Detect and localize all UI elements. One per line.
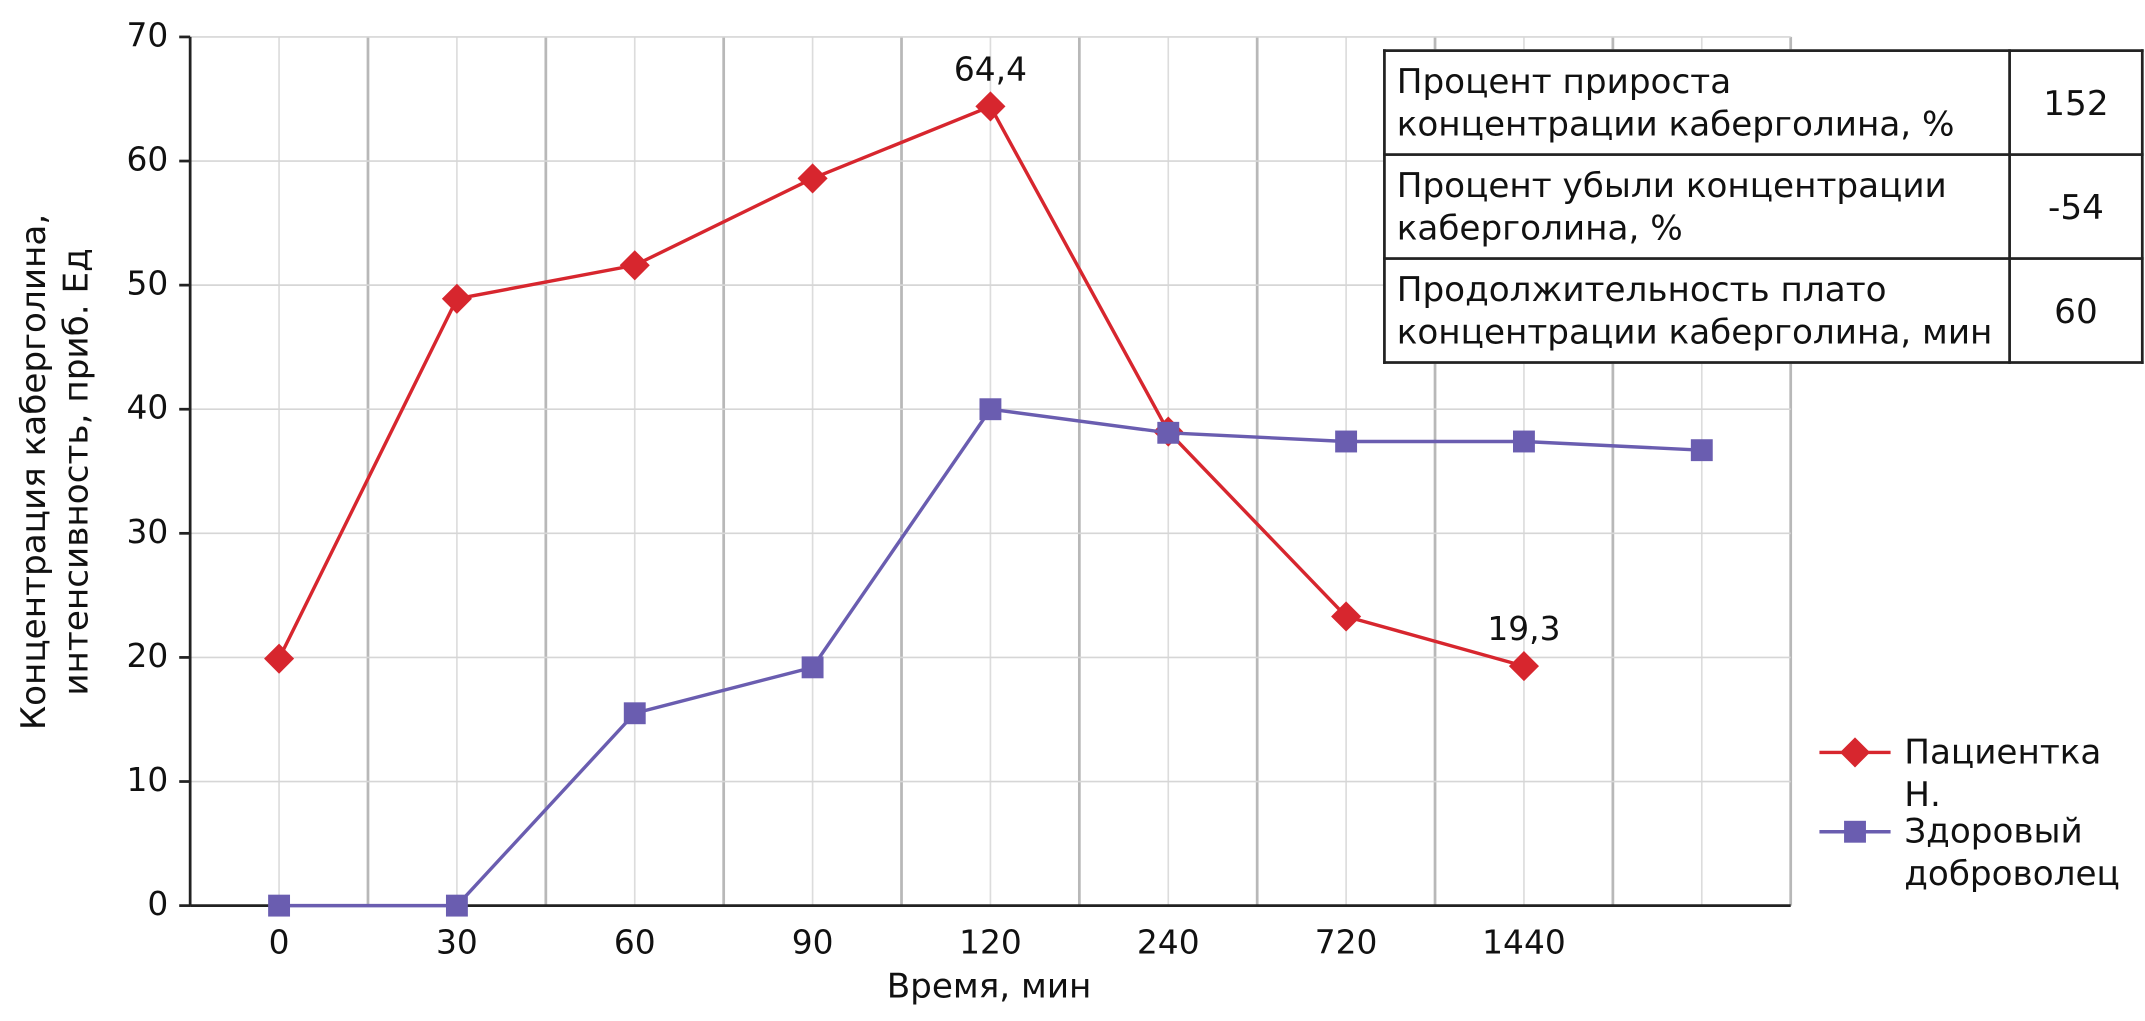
marker — [975, 91, 1006, 122]
marker — [441, 283, 472, 314]
legend-label: Пациентка Н. — [1904, 731, 2102, 814]
marker — [264, 643, 295, 674]
marker — [445, 894, 468, 917]
data-label: 64,4 — [954, 50, 1027, 88]
marker — [1690, 439, 1713, 462]
table-label: Продолжительность плато концентрации каб… — [1383, 257, 2011, 364]
marker — [797, 163, 828, 194]
data-label: 19,3 — [1487, 610, 1560, 648]
y-tick-label: 30 — [126, 513, 168, 551]
series-line — [277, 104, 1525, 668]
marker — [619, 250, 650, 281]
table-row: Процент прироста концентрации каберголин… — [1383, 49, 2144, 156]
table-value: -54 — [2008, 153, 2144, 260]
marker — [268, 894, 291, 917]
x-tick-label: 60 — [614, 923, 656, 961]
x-tick-label: 0 — [269, 923, 290, 961]
x-tick-label: 1440 — [1482, 923, 1566, 961]
table-label: Процент убыли концентрации каберголина, … — [1383, 153, 2011, 260]
marker — [1157, 421, 1180, 444]
summary-table: Процент прироста концентрации каберголин… — [1383, 49, 2144, 364]
marker — [801, 656, 824, 679]
x-tick-label: 120 — [959, 923, 1022, 961]
table-value: 60 — [2008, 257, 2144, 364]
table-row: Процент убыли концентрации каберголина, … — [1383, 153, 2144, 260]
marker — [623, 702, 646, 725]
x-tick-label: 30 — [436, 923, 478, 961]
y-tick-label: 10 — [126, 761, 168, 799]
table-value: 152 — [2008, 49, 2144, 156]
marker — [1335, 430, 1358, 453]
marker — [1508, 651, 1539, 682]
x-tick-label: 90 — [792, 923, 834, 961]
y-tick-label: 70 — [126, 16, 168, 54]
y-tick-label: 20 — [126, 637, 168, 675]
marker — [979, 398, 1002, 421]
x-tick-label: 240 — [1137, 923, 1200, 961]
x-axis-label: Время, мин — [886, 965, 1092, 1006]
y-axis-label: Концентрация каберголина, интенсивность,… — [13, 213, 96, 731]
table-label: Процент прироста концентрации каберголин… — [1383, 49, 2011, 156]
legend-label: Здоровый доброволец — [1904, 811, 2120, 894]
marker — [1331, 601, 1362, 632]
y-tick-label: 0 — [147, 885, 168, 923]
marker — [1839, 737, 1871, 768]
marker — [1513, 430, 1535, 453]
table-row: Продолжительность плато концентрации каб… — [1383, 257, 2144, 364]
marker — [1844, 820, 1866, 843]
y-tick-label: 60 — [126, 141, 168, 179]
x-tick-label: 720 — [1315, 923, 1378, 961]
y-tick-label: 50 — [126, 265, 168, 303]
y-tick-label: 40 — [126, 389, 168, 427]
